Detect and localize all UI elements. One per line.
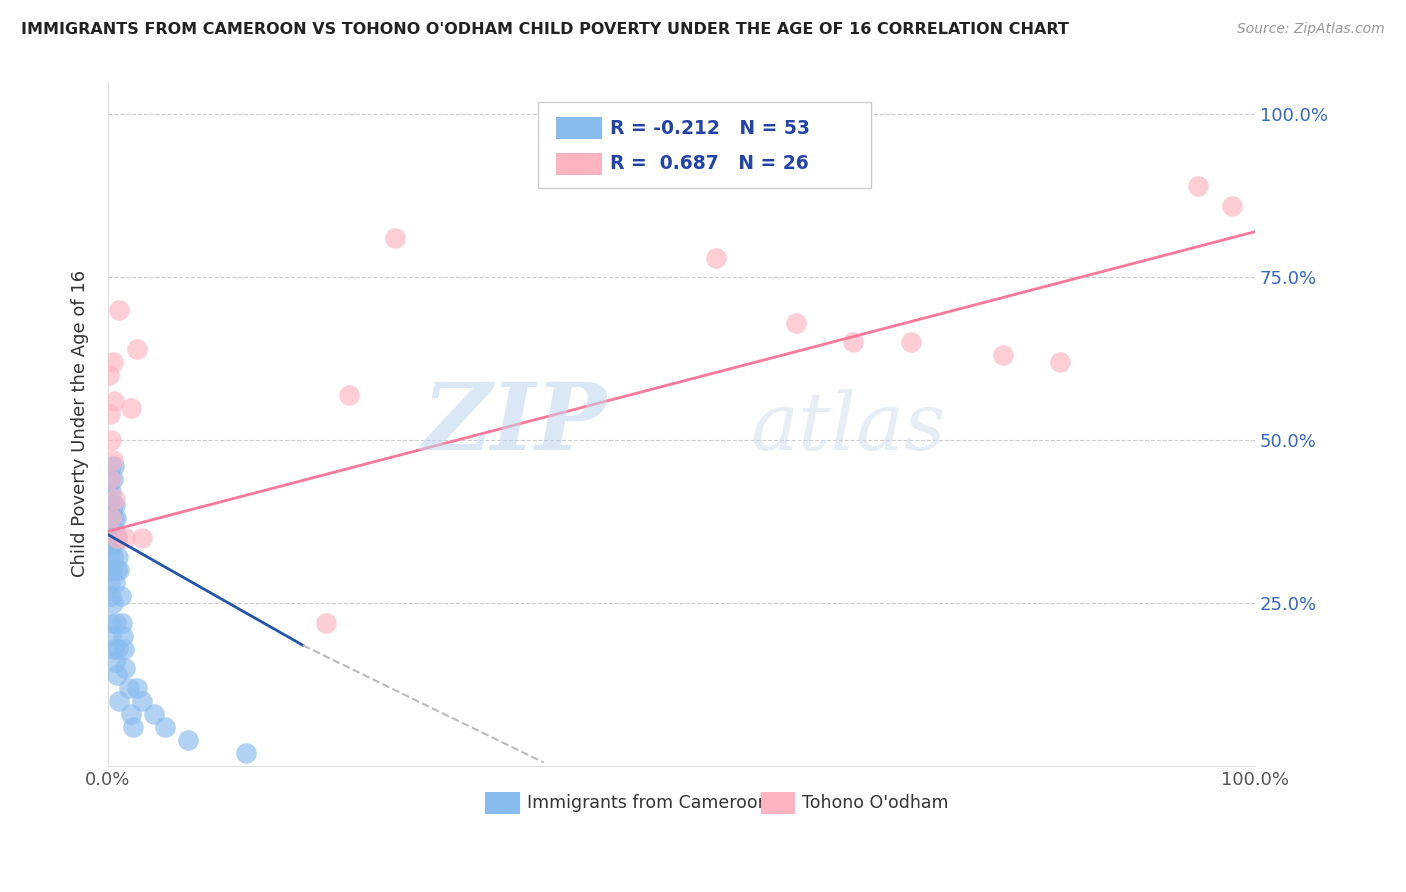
Point — [101, 355, 124, 369]
Point — [155, 720, 177, 734]
Point — [98, 498, 121, 512]
FancyBboxPatch shape — [485, 792, 520, 814]
Point — [112, 641, 135, 656]
Y-axis label: Child Poverty Under the Age of 16: Child Poverty Under the Age of 16 — [72, 270, 89, 577]
Point — [105, 615, 128, 630]
Point — [107, 641, 129, 656]
Point — [98, 368, 121, 382]
Point — [991, 348, 1014, 362]
Point — [98, 537, 121, 551]
Text: Immigrants from Cameroon: Immigrants from Cameroon — [527, 795, 768, 813]
Point — [177, 732, 200, 747]
Text: IMMIGRANTS FROM CAMEROON VS TOHONO O'ODHAM CHILD POVERTY UNDER THE AGE OF 16 COR: IMMIGRANTS FROM CAMEROON VS TOHONO O'ODH… — [21, 22, 1069, 37]
Point — [103, 394, 125, 409]
Point — [100, 628, 122, 642]
Point — [114, 531, 136, 545]
Point — [105, 667, 128, 681]
FancyBboxPatch shape — [761, 792, 794, 814]
Point — [114, 661, 136, 675]
Point — [704, 251, 727, 265]
Point — [125, 342, 148, 356]
Point — [105, 531, 128, 545]
Point — [103, 641, 125, 656]
Point — [100, 485, 122, 500]
Point — [100, 511, 122, 525]
Text: R =  0.687   N = 26: R = 0.687 N = 26 — [610, 154, 808, 173]
Point — [900, 335, 922, 350]
Point — [101, 524, 124, 539]
Point — [1049, 355, 1071, 369]
Point — [122, 720, 145, 734]
Point — [98, 511, 121, 525]
Point — [131, 531, 153, 545]
Point — [98, 615, 121, 630]
Point — [98, 485, 121, 500]
Point — [101, 550, 124, 565]
Point — [104, 576, 127, 591]
Point — [315, 615, 337, 630]
Point — [104, 491, 127, 506]
Point — [104, 655, 127, 669]
Point — [101, 472, 124, 486]
FancyBboxPatch shape — [557, 118, 602, 139]
Point — [384, 231, 406, 245]
Point — [98, 472, 121, 486]
Point — [111, 615, 134, 630]
Text: Tohono O'odham: Tohono O'odham — [801, 795, 949, 813]
Point — [103, 459, 125, 474]
Point — [98, 407, 121, 421]
Point — [108, 563, 131, 577]
Point — [98, 472, 121, 486]
Point — [111, 628, 134, 642]
Point — [98, 550, 121, 565]
FancyBboxPatch shape — [557, 153, 602, 175]
Point — [104, 498, 127, 512]
Point — [100, 433, 122, 447]
Point — [1187, 179, 1209, 194]
Point — [142, 706, 165, 721]
FancyBboxPatch shape — [538, 103, 870, 188]
Point — [107, 550, 129, 565]
Point — [842, 335, 865, 350]
Point — [101, 452, 124, 467]
Point — [108, 302, 131, 317]
Point — [103, 537, 125, 551]
Point — [131, 693, 153, 707]
Point — [101, 596, 124, 610]
Point — [105, 563, 128, 577]
Text: ZIP: ZIP — [423, 379, 607, 469]
Point — [101, 498, 124, 512]
Point — [1220, 199, 1243, 213]
Point — [120, 706, 142, 721]
Point — [100, 590, 122, 604]
Point — [103, 511, 125, 525]
Point — [117, 681, 139, 695]
Point — [100, 511, 122, 525]
Text: Source: ZipAtlas.com: Source: ZipAtlas.com — [1237, 22, 1385, 37]
Point — [98, 576, 121, 591]
Point — [105, 531, 128, 545]
Point — [110, 590, 132, 604]
Point — [337, 387, 360, 401]
Point — [100, 537, 122, 551]
Point — [235, 746, 257, 760]
Point — [100, 459, 122, 474]
Point — [105, 511, 128, 525]
Point — [125, 681, 148, 695]
Point — [98, 563, 121, 577]
Point — [104, 524, 127, 539]
Point — [98, 524, 121, 539]
Text: R = -0.212   N = 53: R = -0.212 N = 53 — [610, 119, 810, 138]
Point — [785, 316, 807, 330]
Text: atlas: atlas — [751, 389, 946, 466]
Point — [100, 563, 122, 577]
Point — [120, 401, 142, 415]
Point — [108, 693, 131, 707]
